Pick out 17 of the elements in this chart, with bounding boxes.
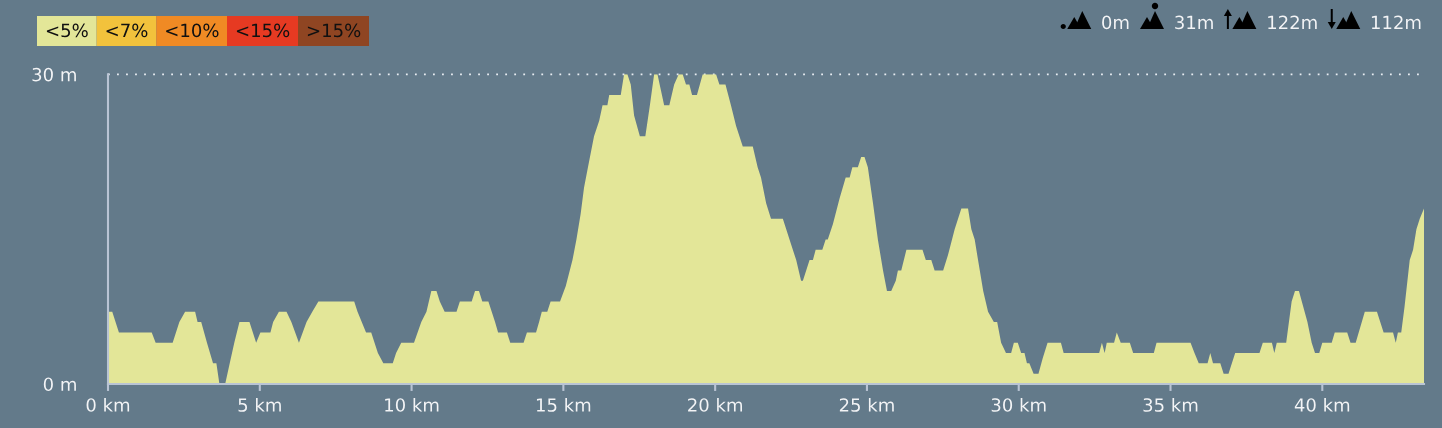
x-tick-label: 15 km [536,397,591,412]
x-tick-label: 5 km [238,397,281,412]
text: 122m [1268,15,1317,29]
text: 112m [1371,15,1421,29]
x-tick-label: 25 km [839,397,894,412]
x-tick-label: 30 km [991,397,1046,412]
x-tick-label: 0 km [86,397,130,412]
text: 31m [1175,15,1213,30]
legend-label: >15% [307,23,361,38]
x-tick-label: 10 km [385,397,439,412]
x-tick-label: 20 km [688,397,742,412]
y-tick-label: 30 m [32,67,76,82]
x-tick-label: 40 km [1294,397,1350,412]
legend-label: <5% [46,23,88,38]
x-tick-label: 35 km [1143,397,1198,412]
y-tick-label: 0 m [43,377,76,392]
text: 0m [1102,15,1129,30]
